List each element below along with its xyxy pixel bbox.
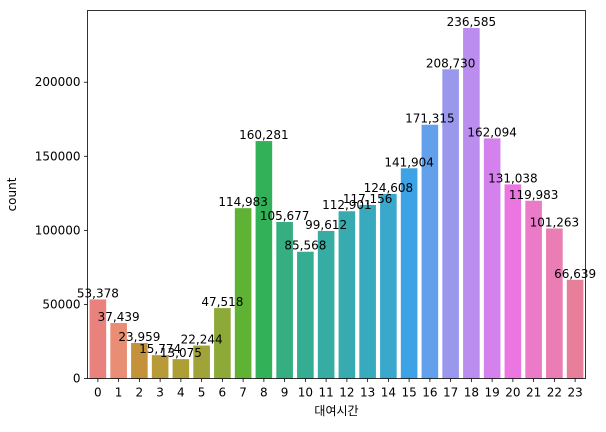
x-tick-label-20: 20 <box>505 386 520 400</box>
x-tick-label-17: 17 <box>443 386 458 400</box>
x-tick-label-5: 5 <box>198 386 206 400</box>
data-label-18: 236,585 <box>447 15 497 29</box>
data-label-8: 160,281 <box>239 128 289 142</box>
data-label-7: 114,983 <box>218 195 268 209</box>
y-tick-label-0: 0 <box>73 372 81 386</box>
bar-4 <box>172 359 190 379</box>
bar-3 <box>151 355 169 379</box>
x-tick-label-13: 13 <box>360 386 375 400</box>
y-tick-label-200000: 200000 <box>35 75 81 89</box>
data-label-16: 171,315 <box>405 112 455 126</box>
data-label-14: 124,608 <box>364 181 414 195</box>
x-tick-label-1: 1 <box>115 386 123 400</box>
bar-15 <box>400 168 418 379</box>
data-label-21: 119,983 <box>509 188 559 202</box>
x-tick-label-8: 8 <box>260 386 268 400</box>
x-tick-label-21: 21 <box>526 386 541 400</box>
bar-9 <box>276 221 293 379</box>
bar-20 <box>504 184 522 379</box>
x-tick-label-14: 14 <box>381 386 396 400</box>
x-axis-label: 대여시간 <box>314 404 358 418</box>
bar-10 <box>297 251 314 379</box>
x-tick-label-0: 0 <box>94 386 102 400</box>
bar-6 <box>214 308 231 379</box>
data-label-1: 37,439 <box>98 310 140 324</box>
data-label-22: 101,263 <box>530 215 580 229</box>
data-label-12: 112,901 <box>322 198 372 212</box>
data-label-23: 66,639 <box>554 267 596 281</box>
data-label-5: 22,244 <box>181 333 223 347</box>
data-label-19: 162,094 <box>467 125 517 139</box>
bar-18 <box>463 28 480 379</box>
y-tick-label-150000: 150000 <box>35 149 81 163</box>
bar-17 <box>442 69 459 379</box>
data-label-4: 13,075 <box>160 346 202 360</box>
data-label-11: 99,612 <box>305 218 347 232</box>
bar-13 <box>359 204 376 379</box>
bar-22 <box>546 228 563 379</box>
data-label-13: 117,156 <box>343 192 393 206</box>
bar-8 <box>255 141 273 379</box>
x-tick-label-12: 12 <box>339 386 354 400</box>
x-tick-label-18: 18 <box>464 386 479 400</box>
data-label-0: 53,378 <box>77 286 119 300</box>
bar-19 <box>483 138 501 379</box>
bar-1 <box>110 323 127 379</box>
bar-11 <box>317 230 335 379</box>
bar-12 <box>338 211 356 379</box>
bar-5 <box>193 345 210 379</box>
y-axis-label: count <box>5 177 19 211</box>
plot-frame <box>87 10 586 379</box>
bar-16 <box>421 124 439 379</box>
data-label-2: 23,959 <box>118 330 160 344</box>
x-tick-label-19: 19 <box>484 386 499 400</box>
x-tick-label-23: 23 <box>567 386 582 400</box>
x-tick-label-10: 10 <box>298 386 313 400</box>
x-tick-label-15: 15 <box>401 386 416 400</box>
data-label-3: 15,774 <box>139 342 181 356</box>
bar-7 <box>234 208 252 379</box>
x-tick-label-7: 7 <box>239 386 247 400</box>
x-tick-label-4: 4 <box>177 386 185 400</box>
data-label-15: 141,904 <box>384 155 434 169</box>
data-label-9: 105,677 <box>260 209 310 223</box>
x-tick-label-9: 9 <box>281 386 289 400</box>
x-tick-label-11: 11 <box>318 386 333 400</box>
x-tick-label-22: 22 <box>547 386 562 400</box>
y-tick-label-100000: 100000 <box>35 223 81 237</box>
x-tick-label-3: 3 <box>156 386 164 400</box>
data-label-17: 208,730 <box>426 56 476 70</box>
x-tick-label-16: 16 <box>422 386 437 400</box>
y-axis: 0 50000 100000 150000 200000 <box>35 75 88 386</box>
data-label-10: 85,568 <box>284 239 326 253</box>
bars-group <box>89 28 584 379</box>
data-label-20: 131,038 <box>488 171 538 185</box>
bar-21 <box>525 200 542 379</box>
x-tick-label-2: 2 <box>136 386 144 400</box>
bar-0 <box>89 299 107 379</box>
data-label-6: 47,518 <box>201 295 243 309</box>
y-tick-label-50000: 50000 <box>42 297 80 311</box>
bar-14 <box>380 193 397 379</box>
x-axis: 0 1 2 3 4 5 6 7 8 9 10 11 12 13 14 15 16 17 18 19 20 21 22 23 <box>94 378 583 400</box>
bar-23 <box>566 279 584 379</box>
bar-2 <box>131 343 148 379</box>
x-tick-label-6: 6 <box>219 386 227 400</box>
